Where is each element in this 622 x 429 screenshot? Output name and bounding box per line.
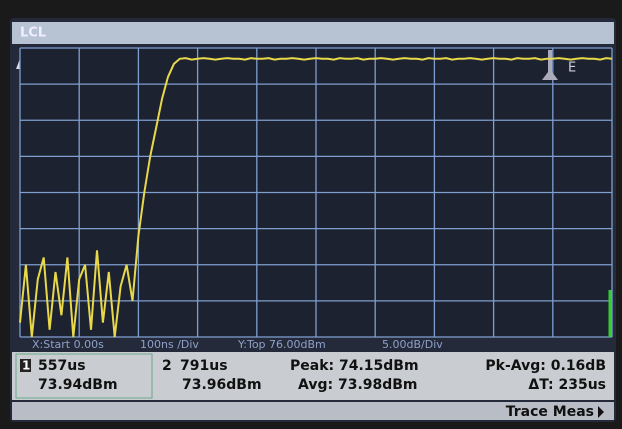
status-x-div: 100ns /Div bbox=[140, 338, 199, 351]
peak: Peak: 74.15dBm bbox=[290, 358, 419, 374]
marker1-badge bbox=[20, 359, 31, 372]
trigger-label: E bbox=[568, 61, 576, 76]
marker2-number: 2 bbox=[162, 358, 172, 374]
softkey-arrow bbox=[598, 406, 604, 418]
delta-t: ΔT: 235us bbox=[528, 377, 606, 393]
marker1-time: 557us bbox=[38, 358, 86, 374]
title-bar bbox=[12, 22, 614, 44]
marker2-power: 73.96dBm bbox=[182, 377, 262, 393]
mode-label: LCL bbox=[20, 26, 46, 41]
grid bbox=[19, 47, 613, 338]
softkey-trace-meas[interactable]: Trace Meas bbox=[506, 404, 594, 420]
avg: Avg: 73.98dBm bbox=[298, 377, 418, 393]
pk-avg: Pk-Avg: 0.16dB bbox=[485, 358, 606, 374]
status-x-start: X:Start 0.00s bbox=[32, 338, 104, 351]
marker1-box bbox=[15, 353, 153, 399]
marker1-number: 1 bbox=[22, 359, 30, 373]
marker1-power: 73.94dBm bbox=[38, 377, 118, 393]
softkey-bar bbox=[12, 402, 614, 420]
marker2-time: 791us bbox=[180, 358, 228, 374]
readout-panel bbox=[12, 352, 614, 400]
trigger-icon bbox=[542, 50, 558, 80]
status-y-top: Y:Top 76.00dBm bbox=[237, 338, 326, 351]
trace bbox=[19, 57, 613, 338]
status-y-div: 5.00dB/Div bbox=[382, 338, 443, 351]
